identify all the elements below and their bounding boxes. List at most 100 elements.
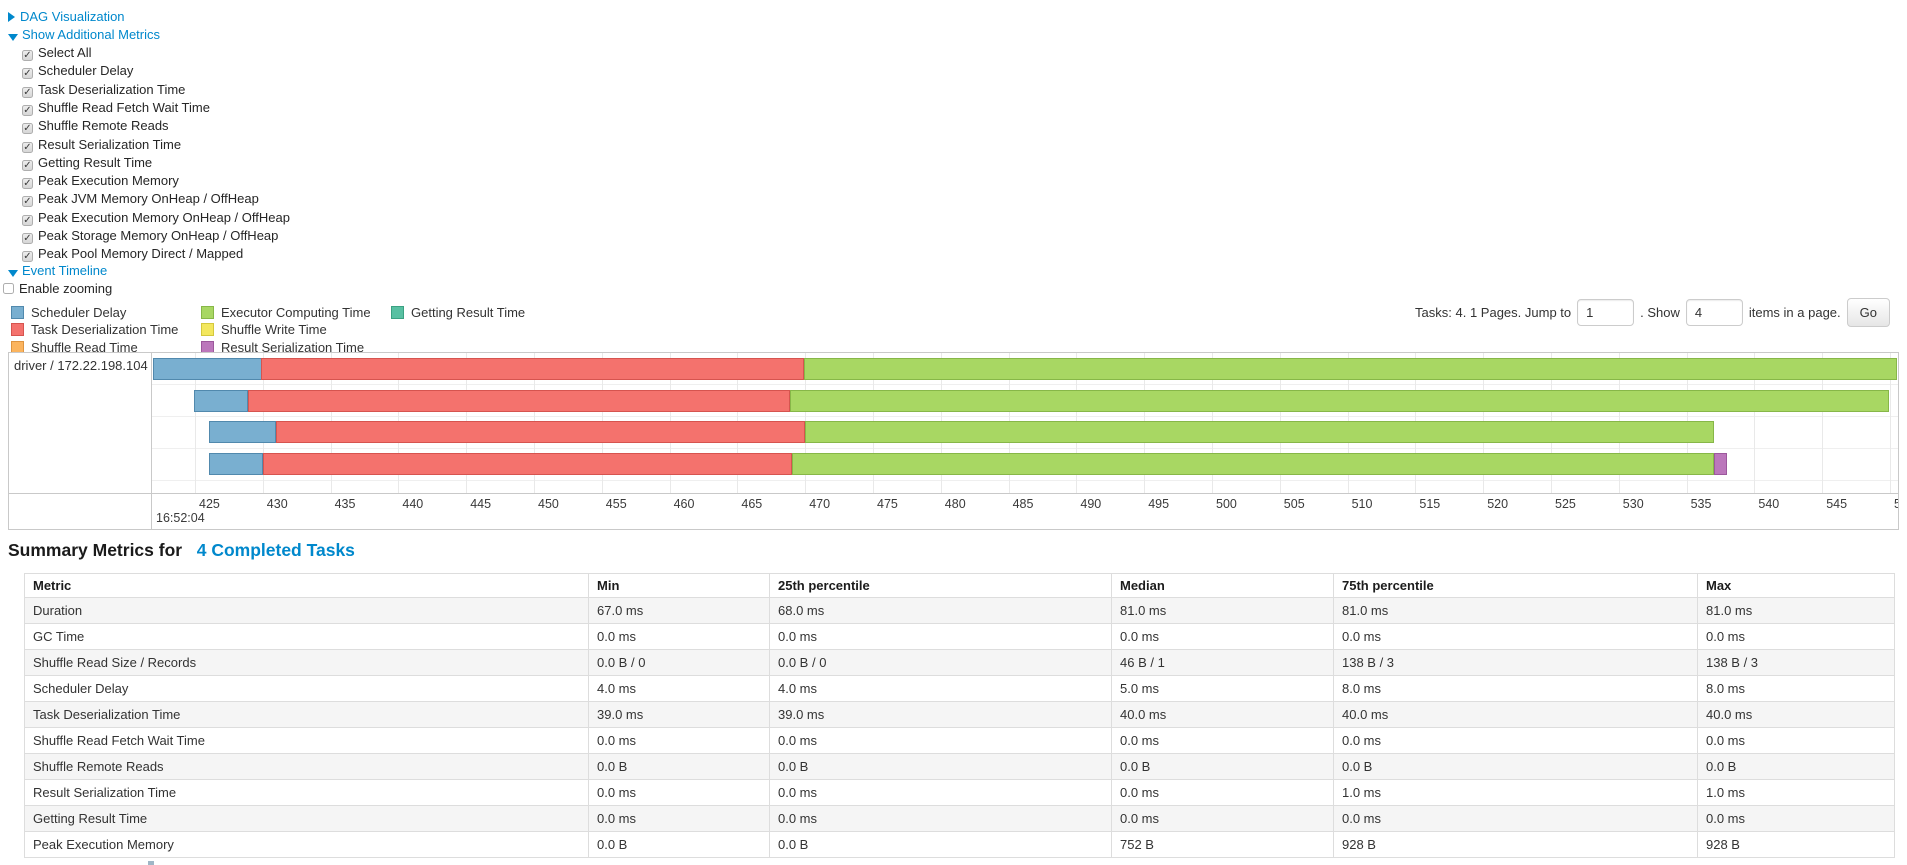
metric-checkbox[interactable]: ✓ <box>22 123 33 135</box>
items-per-page-input[interactable] <box>1685 298 1743 326</box>
metric-value-cell: 0.0 ms <box>1111 779 1334 806</box>
event-timeline-toggle[interactable]: Event Timeline <box>8 262 107 279</box>
metric-value-cell: 0.0 B <box>588 831 770 858</box>
task-bar-segment-executor-computing[interactable] <box>803 358 1897 380</box>
metric-value-cell: 81.0 ms <box>1111 597 1334 624</box>
task-bar-segment-scheduler-delay[interactable] <box>208 453 263 476</box>
metric-checkbox-label: Peak Execution Memory <box>38 173 179 189</box>
axis-tick-label: 525 <box>1555 497 1576 511</box>
metric-checkbox-label: Select All <box>38 45 92 60</box>
metric-checkbox[interactable]: ✓ <box>22 50 33 61</box>
task-bar-segment-task-deserialization[interactable] <box>247 389 791 412</box>
task-bar-segment-result-serialization[interactable] <box>1713 453 1728 476</box>
axis-tick-label: 515 <box>1419 497 1441 511</box>
label-column-divider <box>151 353 152 529</box>
metric-checkbox-label: Shuffle Remote Reads <box>38 118 169 134</box>
legend-label: Result Serialization Time <box>221 339 365 355</box>
column-header: Max <box>1697 573 1895 598</box>
metric-checkbox[interactable]: ✓ <box>22 196 33 208</box>
table-row: Shuffle Remote Reads 0.0 B 0.0 B 0.0 B 0.0 B… <box>24 753 1895 780</box>
enable-zooming-checkbox[interactable] <box>3 283 14 294</box>
task-bar-segment-scheduler-delay[interactable] <box>153 358 262 380</box>
metric-value-cell: 0.0 ms <box>1697 727 1895 754</box>
metric-checkbox[interactable]: ✓ <box>22 214 33 226</box>
legend-item: Executor Computing Time <box>201 306 371 321</box>
metric-checkbox[interactable]: ✓ <box>22 86 33 98</box>
column-header: 75th percentile <box>1333 573 1698 598</box>
legend-label: Scheduler Delay <box>31 305 127 320</box>
metric-value-cell: 40.0 ms <box>1111 701 1334 728</box>
expanded-arrow-icon <box>8 34 18 41</box>
column-header: Min <box>588 573 770 598</box>
row-gridline <box>152 384 1898 385</box>
task-bar-segment-scheduler-delay[interactable] <box>208 421 277 444</box>
task-bar-segment-executor-computing[interactable] <box>805 421 1714 444</box>
table-row: Shuffle Read Fetch Wait Time 0.0 ms 0.0 ms… <box>24 727 1895 754</box>
collapsed-arrow-icon <box>8 12 15 22</box>
task-bar-segment-executor-computing[interactable] <box>791 453 1714 476</box>
summary-metrics-table: Metric Min 25th percentile Median 75th perce… <box>24 573 1895 858</box>
axis-tick-label: 485 <box>1012 497 1034 511</box>
metric-value-cell: 40.0 ms <box>1333 701 1698 728</box>
metric-name-cell: Shuffle Remote Reads <box>24 753 589 780</box>
enable-zooming-row: Enable zooming <box>3 280 112 297</box>
row-gridline <box>152 416 1898 417</box>
metric-option-row: ✓ Peak Pool Memory Direct / Mapped <box>22 246 243 263</box>
axis-major-time-label: 16:52:04 <box>156 511 205 525</box>
metric-checkbox[interactable]: ✓ <box>22 251 33 263</box>
metric-name-cell: Task Deserialization Time <box>24 701 589 728</box>
metric-value-cell: 138 B / 3 <box>1333 649 1698 676</box>
axis-tick-label: 455 <box>605 497 627 511</box>
go-button[interactable]: Go <box>1846 297 1890 327</box>
metric-option-row: ✓ Scheduler Delay <box>22 63 133 80</box>
metric-checkbox[interactable]: ✓ <box>22 141 33 153</box>
metric-value-cell: 0.0 ms <box>588 727 770 754</box>
dag-visualization-toggle[interactable]: DAG Visualization <box>8 8 125 25</box>
axis-tick-label: 540 <box>1758 497 1780 511</box>
axis-tick-label: 465 <box>741 497 763 511</box>
metric-option-row: ✓ Peak Execution Memory OnHeap / OffHeap <box>22 210 290 227</box>
show-additional-metrics-toggle[interactable]: Show Additional Metrics <box>8 26 160 43</box>
metric-value-cell: 4.0 ms <box>588 675 770 702</box>
axis-tick-label: 535 <box>1690 497 1712 511</box>
metric-checkbox[interactable]: ✓ <box>22 233 33 244</box>
metric-value-cell: 0.0 ms <box>1333 727 1698 754</box>
column-header: Metric <box>24 573 589 598</box>
metric-checkbox[interactable]: ✓ <box>22 178 33 190</box>
axis-tick-label: 530 <box>1622 497 1644 511</box>
metric-value-cell: 5.0 ms <box>1111 675 1334 702</box>
metric-value-cell: 0.0 B <box>769 753 1112 780</box>
metric-value-cell: 0.0 ms <box>769 623 1112 650</box>
legend-item: Shuffle Write Time <box>201 323 327 338</box>
event-timeline-link[interactable]: Event Timeline <box>22 263 108 278</box>
metric-checkbox-label: Getting Result Time <box>38 154 153 170</box>
dag-visualization-link[interactable]: DAG Visualization <box>20 9 125 24</box>
metric-checkbox-label: Task Deserialization Time <box>38 81 186 97</box>
metric-checkbox[interactable]: ✓ <box>22 159 33 171</box>
time-gridline <box>1890 353 1891 493</box>
time-gridline <box>195 353 196 493</box>
task-bar-segment-scheduler-delay[interactable] <box>193 389 248 412</box>
legend-item: Result Serialization Time <box>201 339 365 356</box>
jump-to-page-input[interactable] <box>1577 298 1635 326</box>
table-header-row: Metric Min 25th percentile Median 75th perce… <box>24 573 1895 598</box>
legend-label: Getting Result Time <box>411 305 526 320</box>
completed-tasks-link[interactable]: 4 Completed Tasks <box>196 540 355 560</box>
metric-name-cell: Shuffle Read Fetch Wait Time <box>24 727 589 754</box>
show-additional-metrics-link[interactable]: Show Additional Metrics <box>22 27 161 42</box>
metric-name-cell: Getting Result Time <box>24 805 589 832</box>
metric-option-row: ✓ Getting Result Time <box>22 155 152 172</box>
task-bar-segment-task-deserialization[interactable] <box>276 421 806 444</box>
clipped-bottom-content <box>148 861 154 865</box>
metric-option-row: ✓ Peak Execution Memory <box>22 173 179 190</box>
metric-checkbox[interactable]: ✓ <box>22 68 33 80</box>
pagination-mid-text: . Show <box>1640 304 1680 320</box>
task-bar-segment-executor-computing[interactable] <box>790 389 1889 412</box>
task-bar-segment-task-deserialization[interactable] <box>262 453 792 476</box>
legend-label: Executor Computing Time <box>221 305 371 320</box>
axis-tick-label: 510 <box>1351 497 1373 511</box>
metric-checkbox[interactable]: ✓ <box>22 104 33 116</box>
metric-value-cell: 8.0 ms <box>1333 675 1698 702</box>
metric-option-row: ✓ Result Serialization Time <box>22 137 181 154</box>
task-bar-segment-task-deserialization[interactable] <box>261 358 804 380</box>
